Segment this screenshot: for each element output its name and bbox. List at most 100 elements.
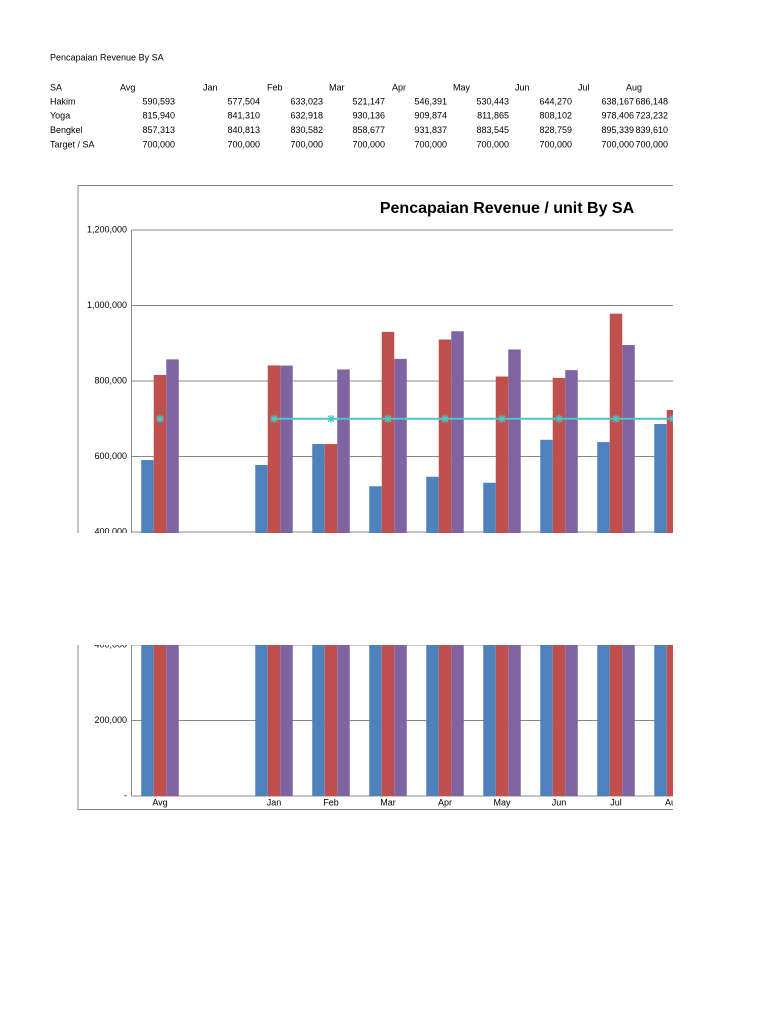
bar xyxy=(654,645,667,796)
table-cell: 839,610 xyxy=(635,125,668,135)
chart-title: Pencapaian Revenue / unit By SA xyxy=(380,200,635,217)
table-cell: 530,443 xyxy=(476,96,509,106)
bar xyxy=(540,645,553,796)
bar xyxy=(280,645,293,796)
chart-top xyxy=(85,223,673,533)
table-cell: 811,865 xyxy=(477,111,509,121)
bar xyxy=(255,645,268,796)
table-cell: 978,406 xyxy=(601,111,634,121)
table-header: SA xyxy=(50,82,62,92)
table-cell: 883,545 xyxy=(476,125,509,135)
bar xyxy=(609,645,623,796)
table-header: Apr xyxy=(392,82,406,92)
table-cell: 909,874 xyxy=(414,111,447,121)
table-cell: 700,000 xyxy=(352,139,385,149)
table-cell: 632,918 xyxy=(290,111,323,121)
table-header: May xyxy=(453,82,471,92)
table-header: Jan xyxy=(203,82,218,92)
y-tick-label: 200,000 xyxy=(94,715,127,725)
bar xyxy=(552,645,566,796)
chart-bottom: - 200,000 400,000 600,000 800,000 1,000,000 1,… xyxy=(87,337,692,807)
table-cell: 546,391 xyxy=(414,96,447,106)
table-cell: 700,000 xyxy=(142,139,175,149)
table-cell: 830,582 xyxy=(290,125,323,135)
bar xyxy=(451,645,464,796)
y-tick-label: 800,000 xyxy=(94,488,127,498)
table-header: Aug xyxy=(626,82,642,92)
table-cell: 700,000 xyxy=(601,139,634,149)
y-tick-label: 400,000 xyxy=(94,639,127,649)
x-tick-label: Apr xyxy=(438,797,452,807)
table: SA Avg Jan Feb Mar Apr May Jun Jul Aug Hakim 590,59… xyxy=(50,82,668,149)
bar xyxy=(312,645,325,796)
table-cell: 700,000 xyxy=(290,139,323,149)
bar xyxy=(153,645,167,796)
table-cell: 700,000 xyxy=(476,139,509,149)
row-label: Yoga xyxy=(50,111,70,121)
table-cell: 700,000 xyxy=(539,139,572,149)
table-cell: 930,136 xyxy=(352,111,385,121)
table-cell: 700,000 xyxy=(635,139,668,149)
bar xyxy=(426,645,439,796)
table-header: Avg xyxy=(120,82,135,92)
table-cell: 723,232 xyxy=(635,111,668,121)
row-label: Bengkel xyxy=(50,125,83,135)
row-label: Hakim xyxy=(50,96,76,106)
table-cell: 828,759 xyxy=(539,125,572,135)
bar xyxy=(369,645,382,796)
x-tick-label: Aug xyxy=(665,797,681,807)
table-header: Jul xyxy=(578,82,590,92)
table-header: Feb xyxy=(267,82,283,92)
x-tick-label: Jul xyxy=(610,797,622,807)
bar xyxy=(394,645,407,796)
bar xyxy=(597,645,610,796)
y-tick-label: 1,000,000 xyxy=(87,413,127,423)
bar xyxy=(483,645,496,796)
bar xyxy=(324,645,338,796)
table-cell: 840,813 xyxy=(227,125,260,135)
bar xyxy=(438,645,452,796)
x-tick-label: Jan xyxy=(267,797,282,807)
x-tick-label: Jun xyxy=(552,797,567,807)
bar xyxy=(381,645,395,796)
bar xyxy=(337,645,350,796)
x-tick-label: Feb xyxy=(323,797,339,807)
plot: - 200,000 400,000 600,000 800,000 1,000,000 1,… xyxy=(87,337,692,807)
y-tick-label: 600,000 xyxy=(94,564,127,574)
x-tick-label: Avg xyxy=(152,797,167,807)
table-cell: 931,837 xyxy=(414,125,447,135)
table-cell: 686,148 xyxy=(635,96,668,106)
bar xyxy=(666,645,673,796)
table-header: Mar xyxy=(329,82,345,92)
table-cell: 521,147 xyxy=(352,96,385,106)
y-tick-label: - xyxy=(124,790,127,800)
x-tick-label: Mar xyxy=(380,797,396,807)
table-cell: 638,167 xyxy=(601,96,634,106)
row-label: Target / SA xyxy=(50,139,95,149)
bar xyxy=(267,645,281,796)
table-header: Jun xyxy=(515,82,530,92)
bar xyxy=(508,645,521,796)
bar xyxy=(495,645,509,796)
table-cell: 858,677 xyxy=(352,125,385,135)
bar xyxy=(679,479,692,796)
table-cell: 857,313 xyxy=(142,125,175,135)
bar xyxy=(141,645,154,796)
doc-title: Pencapaian Revenue By SA xyxy=(50,52,164,62)
table-cell: 644,270 xyxy=(539,96,572,106)
bar xyxy=(166,645,179,796)
table-cell: 577,504 xyxy=(227,96,260,106)
table-cell: 841,310 xyxy=(227,111,260,121)
bar xyxy=(565,645,578,796)
table-cell: 590,593 xyxy=(142,96,175,106)
x-tick-label: May xyxy=(493,797,511,807)
table-cell: 700,000 xyxy=(227,139,260,149)
table-cell: 815,940 xyxy=(142,111,175,121)
table-cell: 633,023 xyxy=(290,96,323,106)
y-tick-label: 1,200,000 xyxy=(87,337,127,347)
table-cell: 700,000 xyxy=(414,139,447,149)
bar xyxy=(622,645,635,796)
table-cell: 895,339 xyxy=(601,125,634,135)
table-cell: 808,102 xyxy=(539,111,572,121)
